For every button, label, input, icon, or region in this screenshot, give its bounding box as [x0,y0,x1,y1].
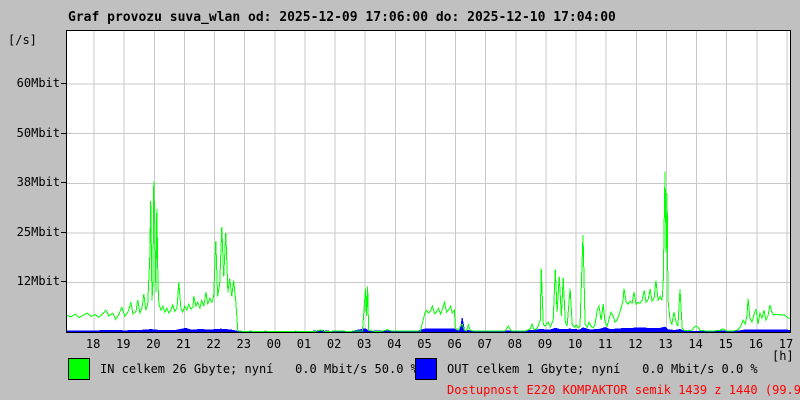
legend-out-label: OUT celkem 1 Gbyte; nyní 0.0 Mbit/s 0.0 … [447,362,758,376]
plot-area [66,30,791,333]
y-tick-label: 38Mbit [16,175,60,190]
y-tick-label: 60Mbit [16,76,60,91]
x-tick-label: 18 [85,337,101,351]
y-tick-label: 25Mbit [16,224,60,239]
legend-out-swatch [415,358,437,380]
x-tick-label: 12 [628,337,643,351]
x-axis-unit-label: [h] [772,349,794,363]
x-tick-label: 11 [598,337,613,351]
legend-in-label: IN celkem 26 Gbyte; nyní 0.0 Mbit/s 50.0… [100,362,418,376]
x-tick-label: 01 [296,337,312,351]
x-tick-label: 22 [206,337,221,351]
availability-status-text: Dostupnost E220 KOMPAKTOR semik 1439 z 1… [447,383,800,397]
x-tick-label: 08 [507,337,523,351]
x-tick-label: 15 [718,337,733,351]
x-tick-label: 13 [658,337,673,351]
x-tick-label: 04 [387,337,402,351]
y-tick-mark [61,281,66,283]
x-tick-label: 03 [357,337,372,351]
y-tick-label: 50Mbit [16,125,60,140]
x-tick-label: 16 [748,337,764,351]
x-tick-label: 07 [477,337,492,351]
y-tick-mark [61,132,66,134]
traffic-chart [67,31,790,332]
x-tick-label: 23 [236,337,251,351]
x-tick-label: 06 [447,337,462,351]
y-tick-mark [61,231,66,233]
x-tick-label: 20 [146,337,161,351]
x-tick-label: 10 [567,337,583,351]
y-tick-mark [61,83,66,85]
in-series-line [67,171,790,332]
y-tick-mark [61,182,66,184]
x-tick-label: 00 [266,337,282,351]
y-axis-unit-label: [/s] [8,33,37,47]
y-tick-label: 12Mbit [16,274,60,289]
x-tick-label: 05 [417,337,432,351]
x-tick-label: 02 [326,337,342,351]
graph-title: Graf provozu suva_wlan od: 2025-12-09 17… [68,10,616,25]
x-tick-label: 09 [537,337,553,351]
x-tick-label: 14 [688,337,703,351]
x-tick-label: 21 [176,337,191,351]
x-tick-label: 17 [778,337,794,351]
x-tick-label: 19 [116,337,131,351]
legend-in-swatch [68,358,90,380]
